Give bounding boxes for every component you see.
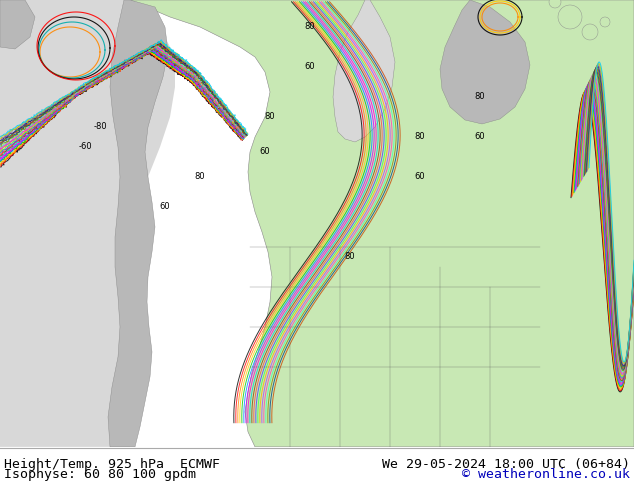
Circle shape xyxy=(582,24,598,40)
Text: Isophyse: 60 80 100 gpdm: Isophyse: 60 80 100 gpdm xyxy=(4,467,197,481)
Polygon shape xyxy=(0,0,175,447)
Text: 60: 60 xyxy=(475,132,485,142)
Circle shape xyxy=(549,0,561,8)
Polygon shape xyxy=(130,0,634,447)
Circle shape xyxy=(558,5,582,29)
Text: 60: 60 xyxy=(305,63,315,72)
Text: 80: 80 xyxy=(195,172,205,181)
Text: 80: 80 xyxy=(305,23,315,31)
Text: 80: 80 xyxy=(475,93,485,101)
Text: 80: 80 xyxy=(345,252,355,262)
Polygon shape xyxy=(0,0,35,49)
Text: 80: 80 xyxy=(264,113,275,122)
Text: 60: 60 xyxy=(260,147,270,156)
Text: We 29-05-2024 18:00 UTC (06+84): We 29-05-2024 18:00 UTC (06+84) xyxy=(382,458,630,471)
Text: 60: 60 xyxy=(160,202,171,212)
Text: -60: -60 xyxy=(78,143,92,151)
Text: Height/Temp. 925 hPa  ECMWF: Height/Temp. 925 hPa ECMWF xyxy=(4,458,221,471)
Text: -80: -80 xyxy=(93,122,107,131)
Text: 60: 60 xyxy=(415,172,425,181)
Polygon shape xyxy=(333,0,395,142)
Polygon shape xyxy=(108,0,168,447)
Text: 80: 80 xyxy=(415,132,425,142)
Polygon shape xyxy=(440,0,530,124)
Circle shape xyxy=(600,17,610,27)
Text: © weatheronline.co.uk: © weatheronline.co.uk xyxy=(462,467,630,481)
